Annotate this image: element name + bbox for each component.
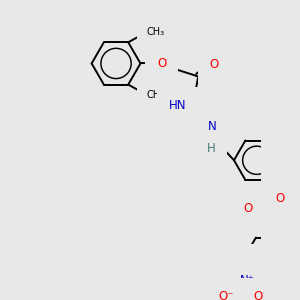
Text: N⁺: N⁺ [240, 274, 254, 286]
Text: CH₃: CH₃ [147, 90, 165, 100]
Text: O: O [243, 202, 252, 215]
Text: O: O [157, 57, 166, 70]
Text: N: N [208, 120, 216, 134]
Text: O: O [276, 192, 285, 205]
Text: O: O [254, 290, 263, 300]
Text: H: H [207, 142, 216, 154]
Text: CH₃: CH₃ [147, 27, 165, 37]
Text: O⁻: O⁻ [218, 290, 234, 300]
Text: O: O [210, 58, 219, 71]
Text: HN: HN [169, 99, 186, 112]
